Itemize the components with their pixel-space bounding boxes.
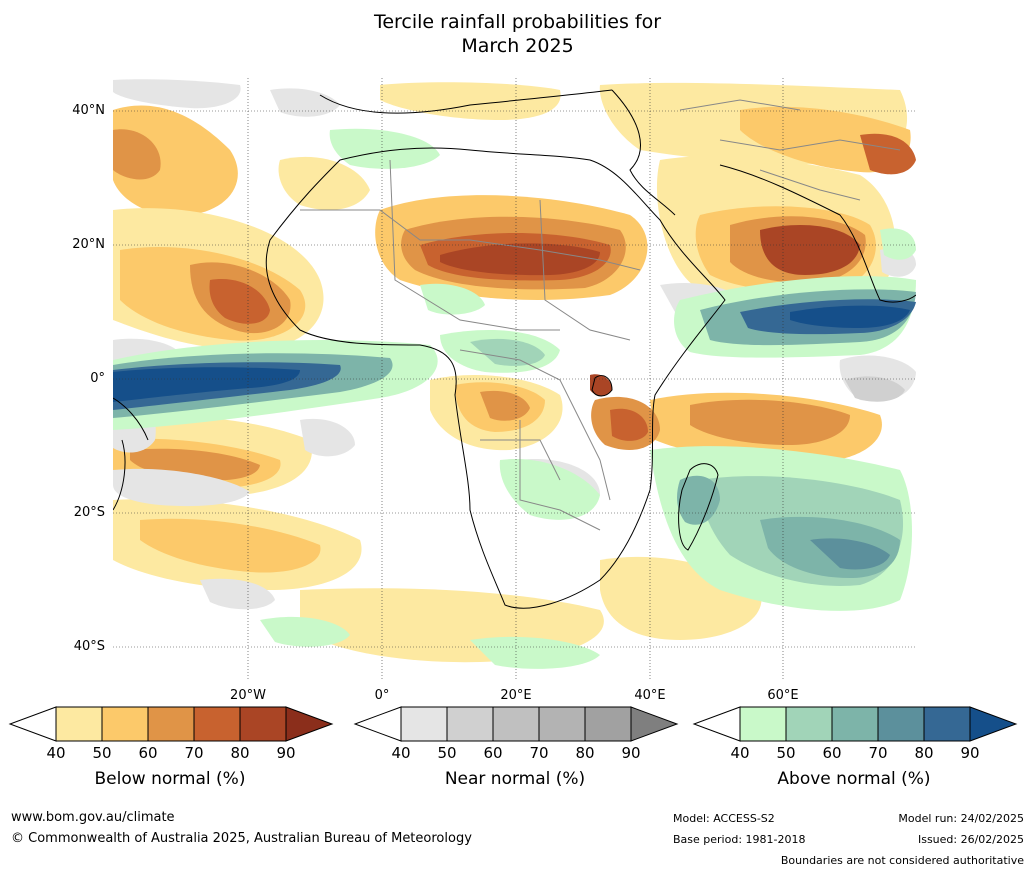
colorbar-below-bin-1 — [55, 706, 103, 742]
lat-label-40n: 40°N — [72, 103, 105, 118]
colorbar-above-tick: 80 — [914, 744, 934, 762]
lon-label-40e: 40°E — [634, 688, 666, 703]
colorbar-near-tick: 50 — [437, 744, 457, 762]
colorbar-below-bin-2 — [101, 706, 149, 742]
footer-issued: Issued: 26/02/2025 — [917, 833, 1024, 846]
colorbar-near-bin-1 — [400, 706, 448, 742]
lon-label-20w: 20°W — [230, 688, 266, 703]
colorbar-above-normal — [692, 706, 1018, 742]
lon-label-0: 0° — [374, 688, 390, 703]
colorbar-near-normal — [353, 706, 679, 742]
colorbar-below-normal — [8, 706, 334, 742]
colorbar-above-tick: 50 — [776, 744, 796, 762]
colorbar-near-tick: 90 — [621, 744, 641, 762]
footer-model: Model: ACCESS-S2 — [673, 812, 775, 825]
colorbar-above-low-arrow — [692, 706, 741, 742]
colorbar-above-bin-4 — [877, 706, 925, 742]
footer-model-run: Model run: 24/02/2025 — [898, 812, 1024, 825]
colorbar-below-title: Below normal (%) — [94, 769, 246, 789]
lat-label-20n: 20°N — [72, 237, 105, 252]
colorbar-above-high-arrow — [969, 706, 1018, 742]
colorbar-near-bin-2 — [446, 706, 494, 742]
colorbar-above-tick: 40 — [730, 744, 750, 762]
colorbar-above-tick: 90 — [960, 744, 980, 762]
colorbar-near-tick: 60 — [483, 744, 503, 762]
above-normal-areas — [113, 128, 916, 669]
lon-label-20e: 20°E — [500, 688, 532, 703]
title-line-2: March 2025 — [461, 35, 574, 57]
colorbar-near-tick: 70 — [529, 744, 549, 762]
colorbar-below-tick: 50 — [92, 744, 112, 762]
colorbar-below-tick: 80 — [230, 744, 250, 762]
colorbar-below-high-arrow — [285, 706, 334, 742]
footer-website: www.bom.gov.au/climate — [11, 810, 175, 825]
colorbar-near-tick: 80 — [575, 744, 595, 762]
colorbar-above-bin-1 — [739, 706, 787, 742]
colorbar-below-tick: 90 — [276, 744, 296, 762]
colorbar-above-bin-3 — [831, 706, 879, 742]
lat-label-40s: 40°S — [73, 639, 105, 654]
colorbar-above-tick: 60 — [822, 744, 842, 762]
colorbar-below-tick: 60 — [138, 744, 158, 762]
chart-title: Tercile rainfall probabilities for March… — [0, 10, 1035, 58]
graticule — [113, 78, 916, 680]
colorbar-near-low-arrow — [353, 706, 402, 742]
colorbar-above-bin-2 — [785, 706, 833, 742]
colorbar-near-tick: 40 — [391, 744, 411, 762]
footer-disclaimer: Boundaries are not considered authoritat… — [780, 854, 1024, 867]
footer-copyright: © Commonwealth of Australia 2025, Austra… — [11, 831, 472, 846]
colorbar-near-high-arrow — [630, 706, 679, 742]
title-line-1: Tercile rainfall probabilities for — [373, 11, 662, 33]
lat-label-20s: 20°S — [73, 505, 105, 520]
colorbar-near-title: Near normal (%) — [444, 769, 586, 789]
colorbar-below-tick: 40 — [46, 744, 66, 762]
lat-label-0: 0° — [90, 371, 105, 386]
colorbar-below-tick: 70 — [184, 744, 204, 762]
colorbar-near-bin-4 — [538, 706, 586, 742]
lon-label-60e: 60°E — [767, 688, 799, 703]
colorbar-near-bin-3 — [492, 706, 540, 742]
map-panel — [113, 78, 916, 680]
colorbar-below-low-arrow — [8, 706, 57, 742]
colorbar-above-bin-5 — [923, 706, 971, 742]
colorbar-below-bin-5 — [239, 706, 287, 742]
colorbar-below-bin-3 — [147, 706, 195, 742]
below-normal-areas — [113, 82, 916, 663]
coastlines — [113, 89, 916, 609]
colorbar-above-title: Above normal (%) — [777, 769, 931, 789]
colorbar-near-bin-5 — [584, 706, 632, 742]
colorbar-below-bin-4 — [193, 706, 241, 742]
country-borders — [300, 99, 901, 531]
colorbar-above-tick: 70 — [868, 744, 888, 762]
footer-base-period: Base period: 1981-2018 — [673, 833, 806, 846]
